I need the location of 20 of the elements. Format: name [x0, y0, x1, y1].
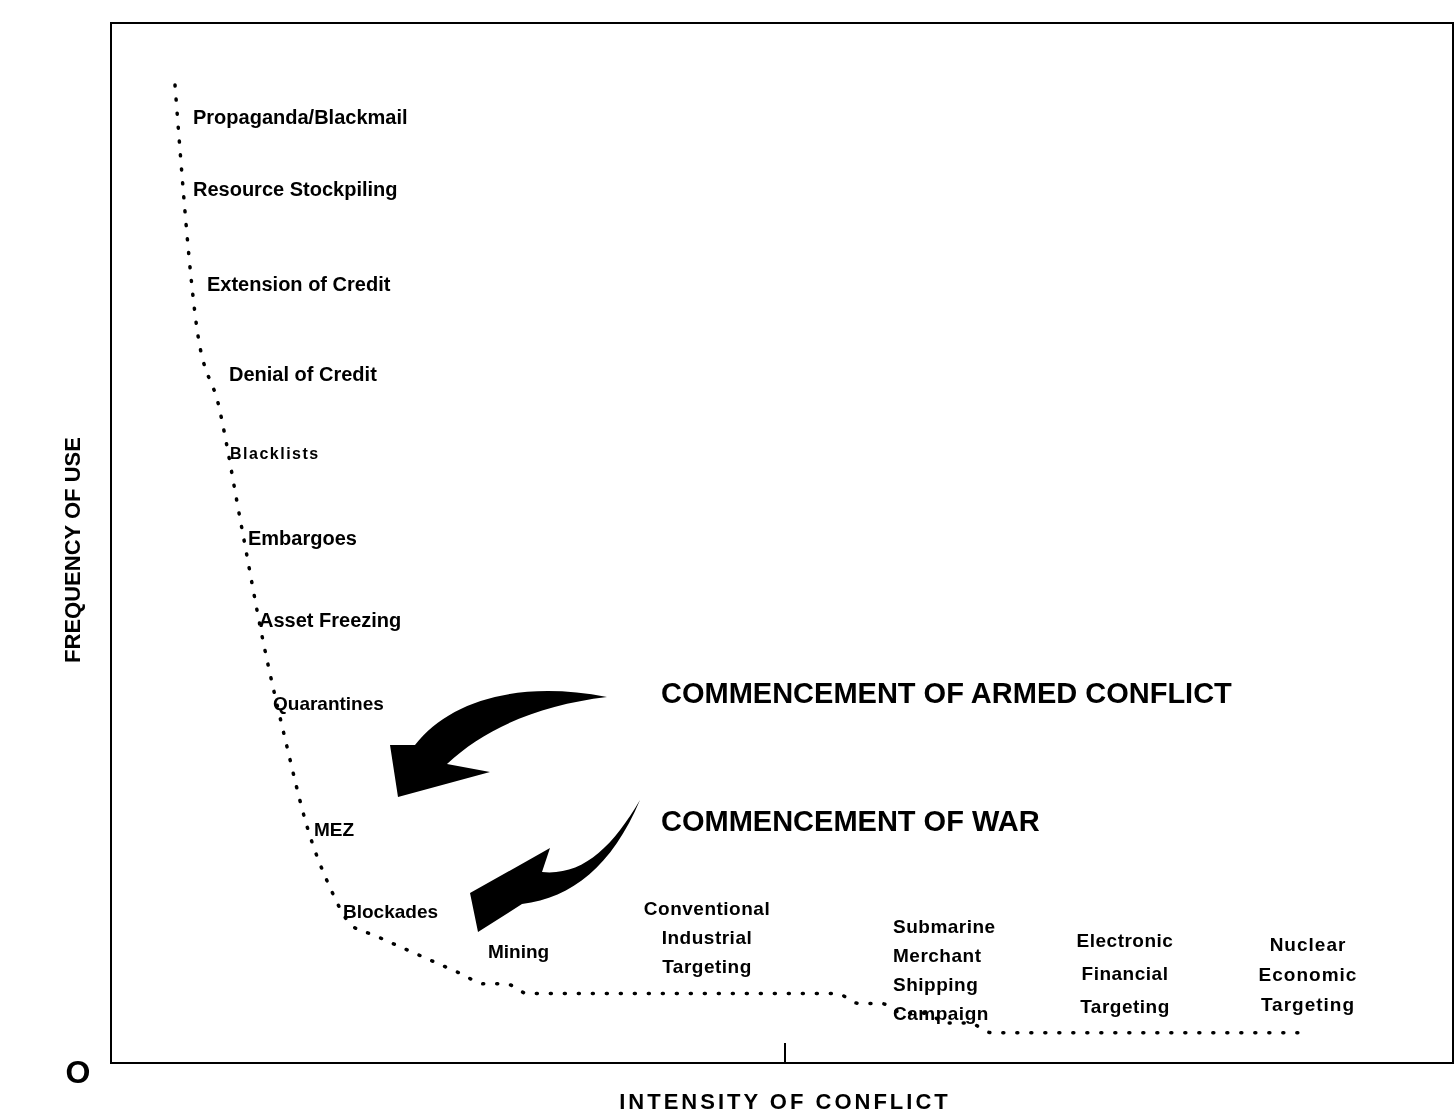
- annotation: Asset Freezing: [259, 609, 402, 631]
- annotation: COMMENCEMENT OF WAR: [661, 805, 1040, 837]
- annotation: Denial of Credit: [229, 363, 378, 385]
- annotation: MEZ: [314, 819, 355, 840]
- annotation: Conventional Industrial Targeting: [643, 898, 771, 977]
- annotation: Nuclear Economic Targeting: [1258, 934, 1358, 1015]
- text: O: [65, 1054, 91, 1090]
- annotation: Blacklists: [230, 445, 320, 462]
- annotation: Electronic Financial Targeting: [1076, 930, 1174, 1017]
- annotation: COMMENCEMENT OF ARMED CONFLICT: [661, 677, 1233, 709]
- annotation: Mining: [488, 941, 550, 962]
- annotation: Embargoes: [248, 527, 357, 549]
- annotation: Extension of Credit: [207, 273, 391, 295]
- annotation: Resource Stockpiling: [193, 178, 398, 200]
- annotation: Blockades: [343, 901, 439, 922]
- annotation: Quarantines: [273, 693, 384, 714]
- x-axis-title: INTENSITY OF CONFLICT: [619, 1089, 951, 1114]
- y-axis-title: FREQUENCY OF USE: [60, 437, 85, 663]
- annotation: Submarine Merchant Shipping Campaign: [893, 916, 996, 1024]
- annotation: Propaganda/Blackmail: [193, 106, 408, 128]
